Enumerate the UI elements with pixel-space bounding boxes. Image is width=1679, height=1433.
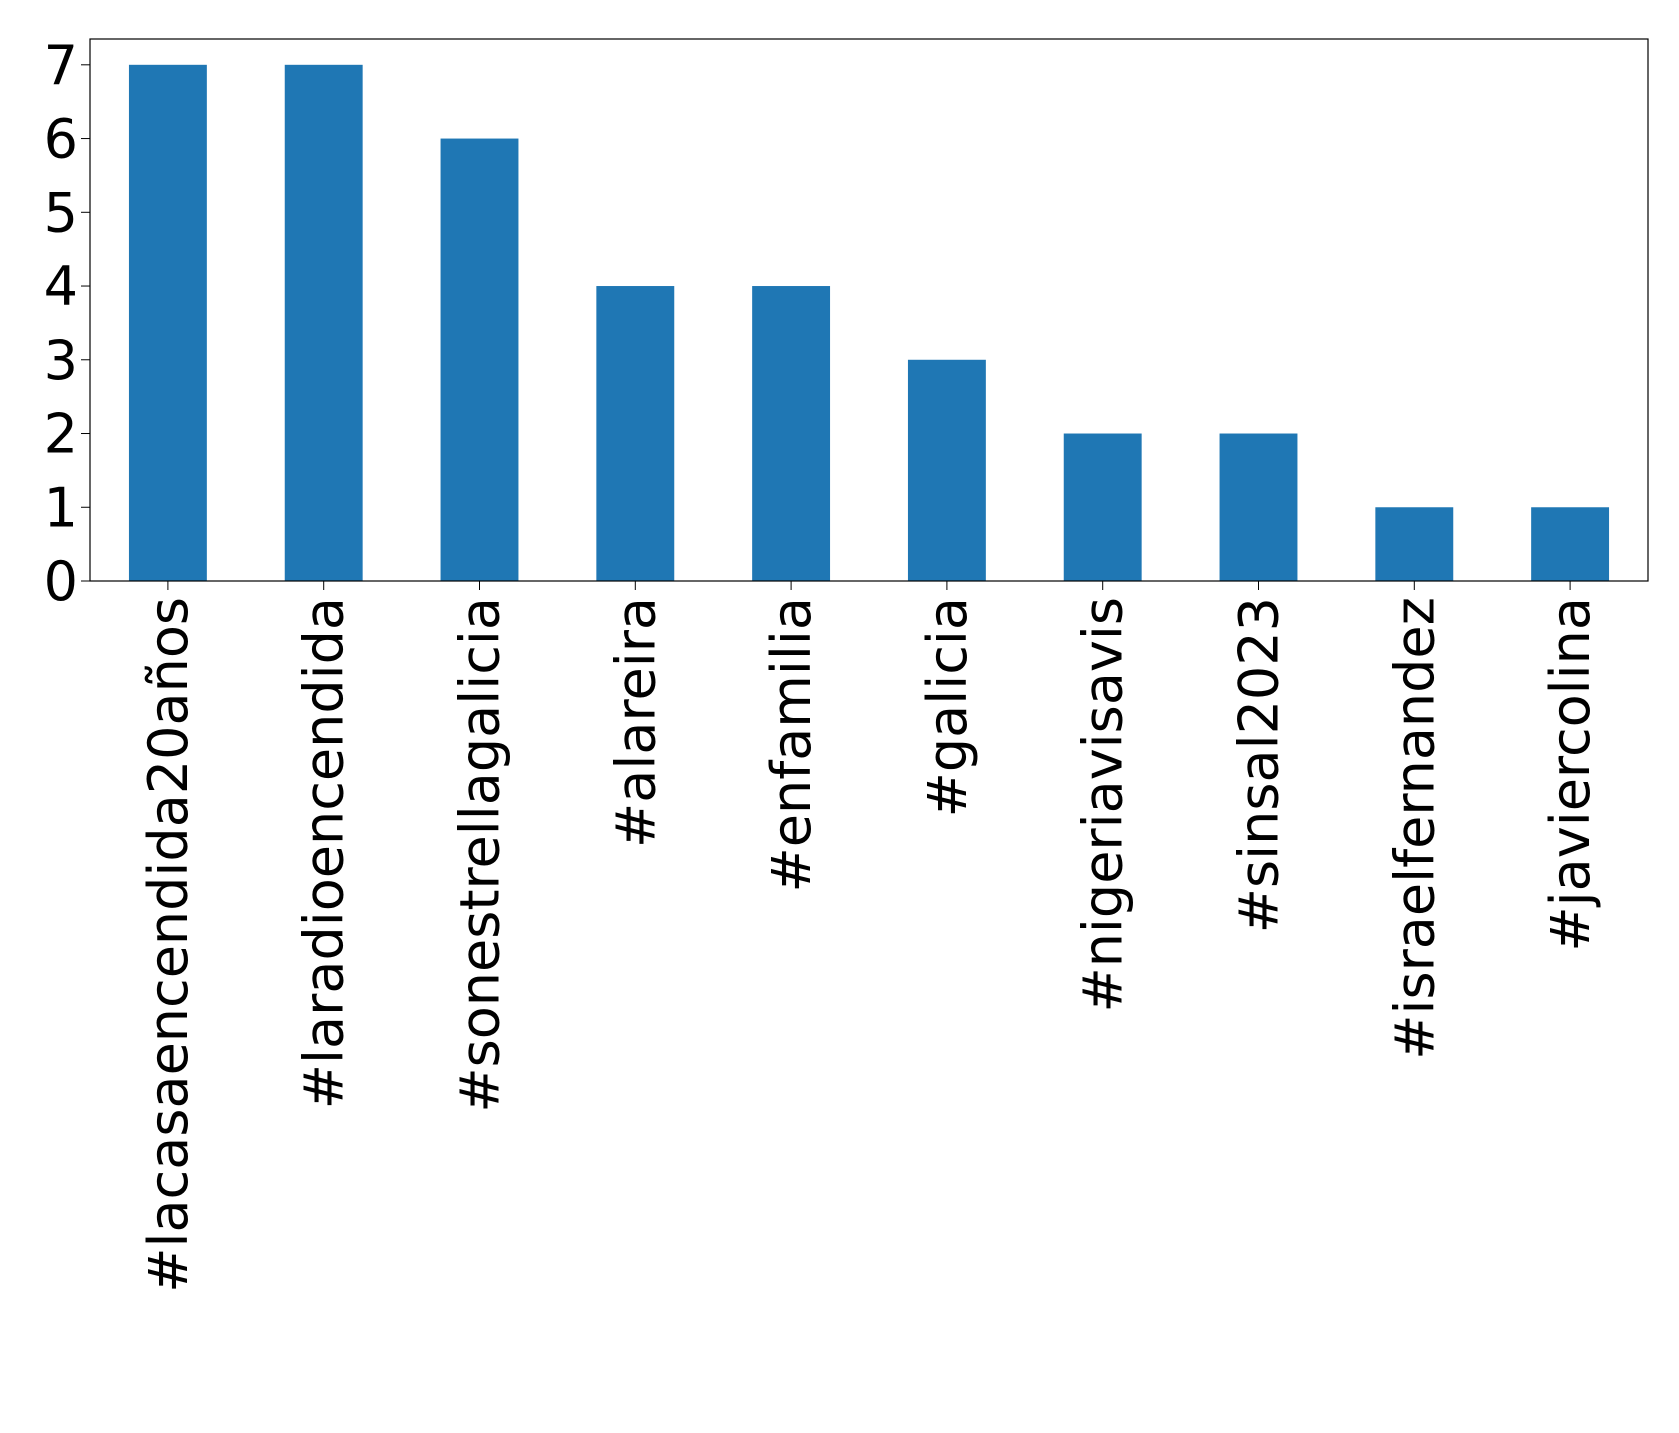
x-tick-label: #javiercolina [1539, 597, 1602, 952]
y-tick-label: 7 [44, 34, 78, 97]
bar [1219, 433, 1298, 581]
x-tick-label: #sinsal2023 [1228, 597, 1291, 933]
x-tick-label: #nigeriavisavis [1072, 597, 1135, 1013]
x-tick-label: #sonestrellagalicia [449, 597, 512, 1113]
bar [596, 286, 675, 581]
bar [1531, 507, 1610, 581]
bar [1375, 507, 1454, 581]
x-tick-label: #laradioencendida [293, 597, 356, 1109]
plot-frame [89, 38, 1649, 582]
bar [907, 359, 986, 581]
bar [128, 64, 207, 582]
bar [284, 64, 363, 582]
y-tick-label: 4 [44, 255, 78, 318]
bar [752, 286, 831, 581]
x-tick-label: #enfamilia [760, 597, 823, 893]
x-tick-label: #galicia [916, 597, 979, 817]
x-tick-label: #israelfernandez [1383, 597, 1446, 1060]
y-tick-label: 0 [44, 550, 78, 613]
y-tick-label: 2 [44, 403, 78, 466]
x-tick-label: #alareira [604, 597, 667, 848]
bar [1063, 433, 1142, 581]
bar [440, 138, 519, 581]
y-tick-label: 3 [44, 329, 78, 392]
y-tick-label: 1 [44, 476, 78, 539]
y-tick-label: 6 [44, 108, 78, 171]
y-tick-label: 5 [44, 181, 78, 244]
x-tick-label: #lacasaencendida20años [137, 597, 200, 1293]
